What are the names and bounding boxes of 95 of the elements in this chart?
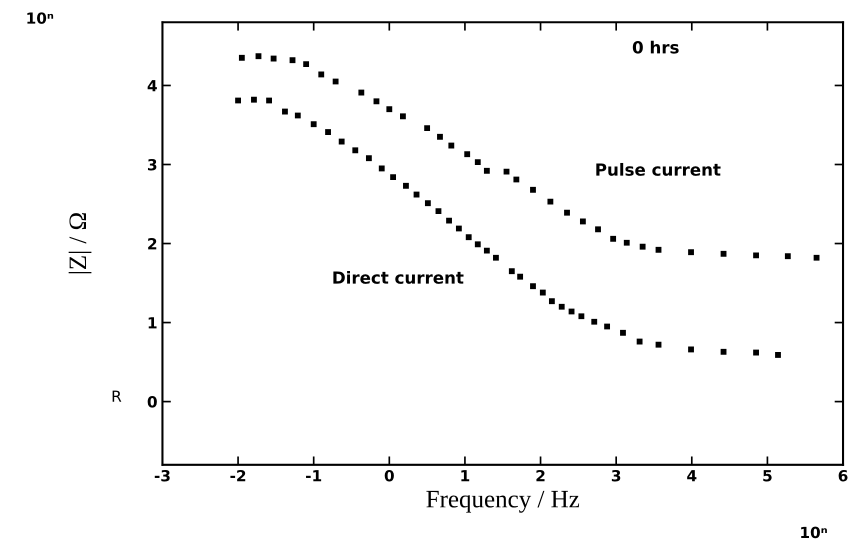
series-label: Direct current (333, 270, 464, 284)
point (620, 330, 626, 336)
point (464, 151, 470, 158)
point (558, 304, 565, 310)
point (688, 346, 694, 352)
y-tick-label: 1 (148, 317, 157, 328)
point (564, 210, 570, 216)
y-tick-label: 0 (148, 396, 157, 408)
point (530, 283, 536, 290)
text: 10ⁿ (801, 526, 827, 538)
point (338, 138, 345, 144)
text: 10ⁿ (27, 12, 54, 24)
point (303, 61, 310, 68)
point (256, 53, 262, 60)
x-tick-label: 3 (612, 470, 620, 482)
x-tick-label: 6 (838, 470, 848, 482)
point (547, 198, 554, 205)
x-tick-label: -1 (306, 470, 322, 482)
point (484, 168, 490, 174)
x-tick-label: 1 (461, 470, 470, 482)
point (636, 338, 643, 344)
point (366, 155, 372, 162)
point (578, 313, 584, 320)
point (424, 200, 431, 206)
point (466, 234, 472, 240)
point (437, 134, 443, 140)
point (568, 308, 574, 314)
point (403, 182, 409, 189)
point (493, 254, 499, 261)
point (374, 98, 380, 104)
x-axis-title: Frequency / Hz (426, 490, 580, 513)
point (282, 108, 288, 114)
point (775, 352, 781, 358)
point (688, 249, 694, 256)
point (235, 98, 241, 104)
point (610, 236, 616, 242)
point (484, 248, 490, 254)
point (504, 168, 510, 175)
point (720, 250, 726, 257)
y-tick-label: 4 (148, 80, 157, 92)
point (530, 186, 536, 193)
point (238, 54, 245, 61)
point (352, 147, 358, 154)
point (656, 246, 662, 253)
point (390, 174, 396, 180)
point (720, 348, 726, 355)
y-axis-title: |Z| / Ω (68, 213, 92, 274)
point (591, 318, 598, 325)
point (784, 253, 791, 260)
x-tick-label: 0 (384, 470, 394, 482)
annotation: 0 hrs (632, 40, 679, 54)
text: Pulse current (596, 162, 721, 176)
point (508, 268, 515, 274)
point (325, 129, 331, 136)
y-tick-label: 2 (148, 238, 156, 250)
x-tick-label: 2 (536, 470, 545, 482)
point (456, 226, 462, 232)
point (513, 176, 520, 182)
y-tick-label: 3 (148, 158, 156, 171)
point (814, 254, 820, 261)
point (332, 78, 339, 84)
x-tick-label: 4 (687, 470, 696, 482)
point (753, 252, 759, 258)
point (400, 113, 406, 120)
point (474, 159, 481, 166)
point (580, 218, 586, 224)
point (540, 290, 546, 296)
point (595, 226, 601, 232)
point (656, 342, 662, 348)
point (448, 142, 454, 148)
point (358, 90, 364, 96)
point (378, 166, 385, 172)
point (310, 121, 317, 128)
point (294, 112, 301, 118)
point (424, 125, 430, 132)
point (446, 218, 452, 224)
point (624, 240, 630, 246)
point (386, 106, 392, 112)
point (318, 71, 324, 78)
point (270, 56, 277, 62)
point (414, 192, 420, 198)
point (604, 324, 610, 330)
point (436, 208, 442, 214)
point (753, 350, 759, 356)
x-tick-label: -2 (230, 470, 246, 482)
point (251, 96, 257, 103)
point (517, 274, 524, 280)
point (548, 298, 555, 304)
point (266, 98, 272, 104)
point (290, 57, 296, 64)
text: R (112, 390, 122, 402)
x-tick-label: -3 (154, 470, 170, 482)
point (474, 241, 481, 248)
point (640, 244, 646, 250)
x-tick-label: 5 (763, 470, 772, 482)
